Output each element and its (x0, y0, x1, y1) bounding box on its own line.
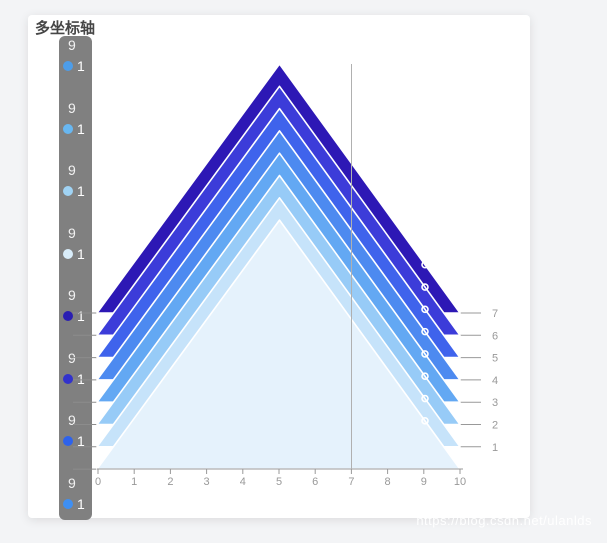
y-axis-max-label: 9 (68, 37, 76, 53)
legend-item-label: 1 (77, 370, 85, 387)
x-axis-label: 9 (421, 476, 427, 488)
x-axis-label: 6 (312, 476, 318, 488)
y-axis-max-label: 9 (68, 349, 76, 366)
data-point-symbol[interactable] (421, 283, 429, 291)
x-axis-label: 8 (385, 476, 391, 488)
chart-card: 多坐标轴 9 1 9 1 9 1 9 1 9 1 (28, 15, 530, 520)
legend-dot-icon (63, 61, 73, 71)
legend-item-label: 1 (77, 183, 85, 199)
legend-item-label: 1 (77, 58, 85, 74)
legend-item[interactable]: 1 (63, 246, 92, 262)
legend-item-label: 1 (77, 433, 85, 449)
data-point-symbol[interactable] (421, 260, 429, 269)
legend-group: 9 1 (59, 36, 92, 98)
legend-item-label: 1 (77, 120, 85, 137)
legend-item[interactable]: 1 (63, 121, 92, 137)
right-axis-label: 5 (492, 353, 498, 365)
legend-panel: 9 1 9 1 9 1 9 1 9 1 9 (59, 36, 92, 520)
data-point-symbol[interactable] (421, 372, 429, 381)
x-axis-label: 0 (95, 476, 101, 488)
right-axis-label: 1 (492, 442, 498, 454)
legend-item[interactable]: 1 (63, 433, 92, 449)
legend-group: 9 1 (59, 224, 92, 286)
y-axis-max-label: 9 (68, 224, 76, 241)
legend-item[interactable]: 1 (63, 371, 92, 387)
y-axis-max-label: 9 (68, 162, 76, 178)
chart-title: 多坐标轴 (35, 20, 96, 37)
legend-item[interactable]: 1 (63, 308, 92, 324)
x-axis-label: 4 (240, 476, 246, 488)
y-axis-max-label: 9 (68, 412, 76, 428)
x-axis-label: 1 (131, 476, 137, 488)
legend-dot-icon (63, 311, 73, 321)
legend-group: 9 1 (59, 411, 92, 473)
watermark: https://blog.csdn.net/ulanlds (416, 513, 592, 528)
y-axis-max-label: 9 (68, 99, 76, 116)
legend-dot-icon (63, 186, 73, 196)
legend-item[interactable]: 1 (63, 496, 92, 512)
y-axis-max-label: 9 (68, 287, 76, 303)
right-axis-label: 3 (492, 397, 498, 409)
legend-group: 9 1 (59, 161, 92, 223)
data-point-symbol[interactable] (421, 394, 429, 403)
legend-dot-icon (63, 498, 73, 509)
right-axis-label: 2 (492, 420, 498, 432)
data-point-symbol[interactable] (421, 417, 429, 425)
legend-item-label: 1 (77, 308, 85, 324)
right-axis-label: 6 (492, 330, 498, 342)
legend-item[interactable]: 1 (63, 183, 92, 199)
right-axis-label: 7 (492, 308, 498, 320)
legend-item[interactable]: 1 (63, 58, 92, 74)
legend-item-label: 1 (77, 245, 85, 262)
legend-dot-icon (63, 436, 73, 446)
y-axis-max-label: 9 (68, 474, 76, 491)
x-axis-label: 7 (348, 476, 354, 488)
legend-group: 9 1 (59, 349, 92, 411)
legend-dot-icon (63, 248, 73, 259)
data-point-symbol[interactable] (421, 350, 429, 358)
legend-group: 9 1 (59, 286, 92, 348)
legend-dot-icon (63, 123, 73, 134)
x-axis-label: 5 (276, 476, 282, 488)
x-axis-label: 3 (204, 476, 210, 488)
legend-dot-icon (63, 373, 73, 384)
data-point-symbol[interactable] (421, 305, 429, 314)
legend-group: 9 1 (59, 99, 92, 161)
legend-item-label: 1 (77, 495, 85, 512)
x-axis-label: 10 (454, 476, 466, 488)
right-axis-label: 4 (492, 375, 498, 387)
data-point-symbol[interactable] (421, 327, 429, 336)
x-axis-label: 2 (167, 476, 173, 488)
legend-group: 9 1 (59, 474, 92, 536)
